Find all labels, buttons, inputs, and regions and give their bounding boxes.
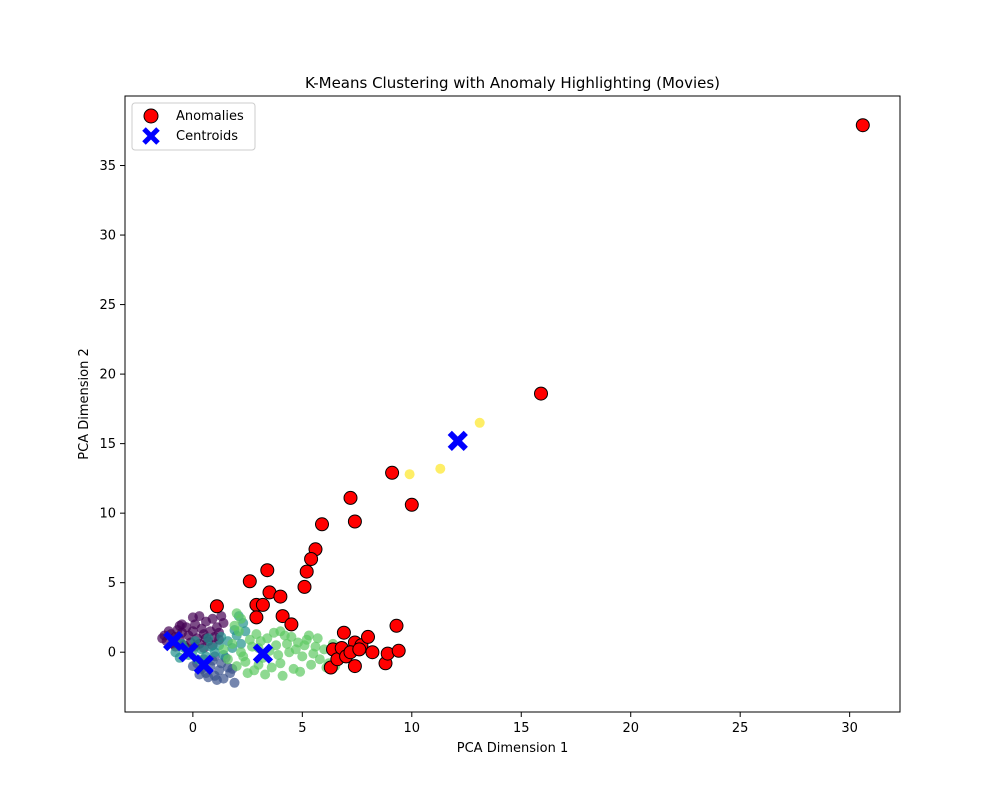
x-tick-label: 25 (732, 721, 749, 736)
anomaly-point (347, 514, 362, 529)
cluster-3-point (222, 654, 233, 665)
y-tick-label: 5 (108, 576, 116, 591)
points-layer (157, 118, 870, 688)
anomaly-point (391, 643, 406, 658)
cluster-3-point (308, 648, 319, 659)
cluster-2-point (236, 638, 246, 649)
anomaly-point (361, 629, 375, 644)
cluster-2-point (190, 636, 201, 647)
cluster-3-point (273, 650, 284, 660)
cluster-3-point (229, 620, 240, 631)
cluster-1-point (211, 675, 222, 685)
anomaly-point (343, 490, 358, 505)
cluster-2-point (216, 631, 227, 642)
y-tick-label: 25 (99, 298, 116, 313)
anomaly-point (352, 642, 367, 657)
anomaly-point (304, 552, 319, 566)
anomaly-point (385, 465, 400, 480)
cluster-3-point (231, 608, 242, 619)
cluster-0-point (194, 611, 205, 622)
cluster-3-point (299, 640, 310, 651)
y-tick-label: 10 (99, 507, 116, 522)
x-tick-label: 15 (513, 721, 530, 736)
x-tick-label: 30 (841, 721, 858, 736)
anomaly-point (534, 386, 548, 401)
cluster-3-point (275, 626, 286, 637)
cluster-3-point (227, 638, 238, 649)
cluster-0-point (174, 620, 185, 631)
anomaly-point (255, 597, 270, 612)
cluster-2-point (203, 633, 214, 644)
cluster-3-point (290, 644, 301, 655)
anomaly-point (347, 659, 362, 674)
cluster-3-point (266, 662, 277, 673)
x-tick-label: 10 (404, 721, 421, 736)
anomaly-point (315, 517, 329, 532)
anomaly-point (855, 118, 870, 133)
cluster-4-point (474, 417, 485, 428)
legend-centroids-marker (142, 127, 160, 145)
cluster-3-point (238, 651, 249, 662)
legend-anomalies-label: Anomalies (176, 109, 244, 124)
centroid-marker (447, 430, 468, 451)
cluster-3-point (314, 654, 325, 665)
anomaly-point (242, 574, 257, 589)
cluster-3-point (255, 636, 266, 647)
anomaly-point (249, 610, 264, 625)
cluster-4-point (404, 469, 415, 480)
anomaly-point (273, 589, 288, 604)
y-tick-label: 20 (99, 368, 116, 383)
legend-box (131, 102, 256, 151)
legend: Anomalies Centroids (131, 102, 256, 151)
anomaly-point (336, 625, 351, 640)
cluster-3-point (260, 669, 271, 680)
anomaly-point (389, 618, 404, 633)
y-axis-label: PCA Dimension 2 (77, 348, 92, 459)
anomaly-point (284, 617, 299, 632)
cluster-3-point (295, 666, 306, 677)
anomaly-point (260, 563, 275, 578)
cluster-3-point (277, 670, 288, 681)
legend-anomalies-marker (143, 108, 159, 124)
x-axis-label: PCA Dimension 1 (457, 741, 568, 756)
ticks-layer: 0 5 10 15 20 25 30 0 5 10 15 20 25 30 35 (99, 159, 857, 736)
cluster-1-point (203, 672, 214, 683)
cluster-3-point (303, 630, 314, 641)
cluster-3-point (306, 659, 317, 670)
cluster-3-point (297, 651, 308, 662)
anomaly-point (404, 497, 419, 512)
cluster-3-point (231, 661, 242, 672)
centroid-marker (178, 642, 199, 663)
cluster-4-point (435, 463, 446, 474)
cluster-3-point (271, 640, 282, 651)
cluster-3-point (282, 638, 292, 649)
y-tick-label: 0 (108, 646, 116, 661)
x-tick-label: 20 (622, 721, 639, 736)
chart-title: K-Means Clustering with Anomaly Highligh… (305, 74, 720, 92)
plot-frame (124, 95, 901, 713)
anomaly-point (299, 564, 314, 579)
cluster-3-point (275, 658, 286, 669)
cluster-3-point (242, 668, 253, 679)
x-tick-label: 0 (189, 721, 197, 736)
cluster-0-point (207, 613, 218, 624)
y-tick-label: 35 (99, 159, 116, 174)
cluster-0-point (218, 618, 229, 628)
centroid-marker (193, 654, 214, 675)
legend-centroids-label: Centroids (176, 129, 238, 144)
cluster-1-point (229, 677, 240, 688)
x-tick-label: 5 (298, 721, 306, 736)
y-tick-label: 30 (99, 229, 116, 244)
anomaly-point (297, 579, 312, 594)
centroid-marker (252, 643, 274, 664)
y-tick-label: 15 (99, 437, 116, 452)
anomaly-point (209, 599, 224, 614)
cluster-3-point (312, 633, 323, 644)
cluster-3-point (218, 644, 229, 655)
anomaly-point (275, 609, 290, 624)
anomaly-point (365, 645, 380, 660)
